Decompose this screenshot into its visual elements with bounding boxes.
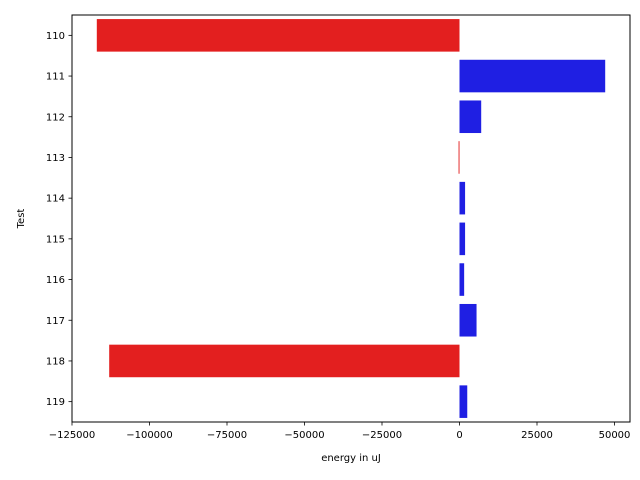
plot-frame	[71, 14, 631, 423]
x-axis: −125000 −100000 −75000 −50000 −25000 0 25000 50…	[49, 422, 631, 441]
x-tick-label: 25000	[521, 430, 553, 441]
x-tick-label: 0	[456, 430, 462, 441]
y-axis: 110 111 112 113 114 115 116 117 118 119	[46, 31, 72, 408]
y-tick-label: 111	[46, 72, 65, 83]
bar-114	[459, 181, 466, 215]
bar-118	[109, 344, 460, 378]
y-tick-label: 110	[46, 31, 65, 42]
y-tick-label: 116	[46, 275, 65, 286]
x-tick-label: 50000	[599, 430, 631, 441]
x-tick-label: −25000	[362, 430, 402, 441]
y-axis-label: Test	[16, 209, 27, 230]
x-tick-label: −75000	[207, 430, 247, 441]
y-tick-label: 112	[46, 112, 65, 123]
bar-116	[459, 263, 465, 296]
y-tick-label: 118	[46, 356, 65, 367]
bar-113	[458, 141, 460, 174]
y-tick-label: 117	[46, 316, 65, 327]
bars-group	[96, 19, 606, 418]
bar-115	[459, 222, 466, 256]
x-tick-label: −125000	[49, 430, 96, 441]
x-axis-label: energy in uJ	[321, 453, 381, 464]
bar-110	[96, 19, 460, 52]
y-tick-label: 119	[46, 397, 65, 408]
bar-111	[459, 59, 606, 93]
bar-119	[459, 385, 468, 418]
bar-117	[459, 303, 477, 337]
x-tick-label: −100000	[126, 430, 173, 441]
x-tick-label: −50000	[284, 430, 324, 441]
y-tick-label: 114	[46, 194, 65, 205]
y-tick-label: 115	[46, 234, 65, 245]
bar-112	[459, 100, 482, 134]
y-tick-label: 113	[46, 153, 65, 164]
